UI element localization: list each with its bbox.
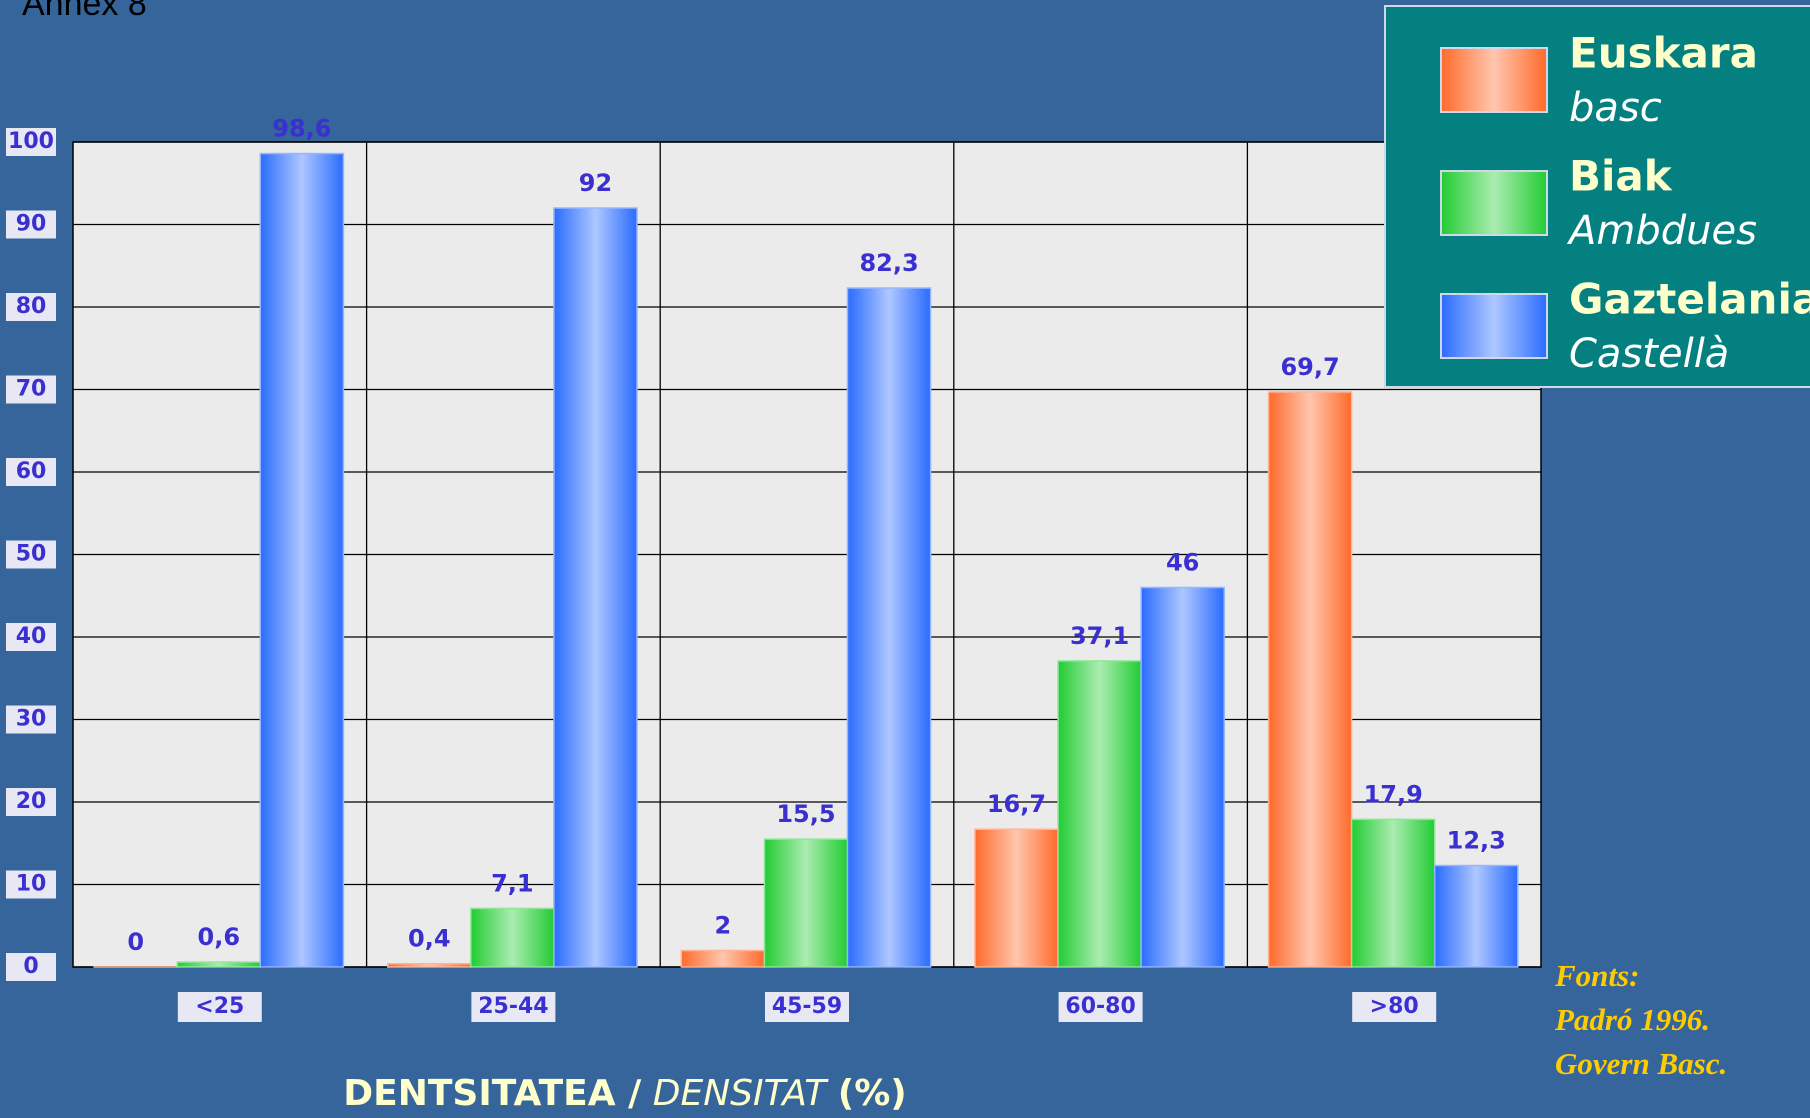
x-label-eu: DENTSITATEA / xyxy=(343,1073,642,1114)
y-tick-label: 90 xyxy=(16,212,47,237)
legend-sublabel: Ambdues xyxy=(1566,208,1757,254)
y-tick-label: 10 xyxy=(16,872,47,897)
y-tick-box xyxy=(6,540,56,569)
x-label-ca: DENSITAT xyxy=(653,1073,830,1114)
bar xyxy=(470,907,555,968)
value-label: 2 xyxy=(715,912,732,940)
legend-swatch xyxy=(1440,293,1548,359)
value-label: 17,9 xyxy=(1364,780,1423,808)
value-label: 0 xyxy=(127,928,144,956)
bar xyxy=(553,207,638,968)
value-label: 15,5 xyxy=(776,800,835,828)
bar xyxy=(1140,586,1225,968)
x-tick-label: 60-80 xyxy=(1065,994,1135,1019)
x-tick-label: 25-44 xyxy=(478,994,548,1019)
legend-sublabel: Castellà xyxy=(1569,331,1729,377)
y-tick-box xyxy=(6,623,56,651)
x-axis-label: DENTSITATEA / DENSITAT (%) xyxy=(343,1073,906,1114)
y-tick-label: 40 xyxy=(16,624,47,649)
y-tick-label: 50 xyxy=(16,542,47,567)
bar xyxy=(259,152,345,968)
value-label: 37,1 xyxy=(1070,622,1129,650)
value-label: 92 xyxy=(579,169,612,197)
legend-label: Gaztelania xyxy=(1569,275,1810,324)
y-tick-label: 70 xyxy=(16,377,47,402)
bar xyxy=(680,949,766,968)
y-tick-box xyxy=(6,788,56,816)
bar xyxy=(974,828,1059,968)
y-tick-label: 30 xyxy=(16,707,47,732)
legend-label: Biak xyxy=(1569,152,1673,201)
y-tick-box xyxy=(6,705,56,734)
x-tick-box xyxy=(177,992,262,1022)
bar xyxy=(1057,660,1142,968)
x-tick-label: 45-59 xyxy=(772,994,842,1019)
legend-label: Euskara xyxy=(1569,29,1758,78)
x-tick-label: >80 xyxy=(1370,994,1419,1019)
y-tick-label: 100 xyxy=(8,129,54,154)
x-tick-box xyxy=(471,992,556,1022)
source-note: Fonts: Padró 1996. Govern Basc. xyxy=(1554,958,1727,1081)
x-label-unit: (%) xyxy=(838,1073,907,1114)
y-tick-label: 0 xyxy=(23,954,38,979)
value-label: 98,6 xyxy=(272,115,331,143)
value-label: 82,3 xyxy=(859,249,918,277)
bar xyxy=(1267,391,1353,968)
bar xyxy=(763,838,849,968)
value-label: 69,7 xyxy=(1280,353,1339,381)
source-line: Fonts: xyxy=(1554,958,1639,993)
y-tick-label: 20 xyxy=(16,789,47,814)
y-tick-label: 60 xyxy=(16,459,47,484)
value-label: 0,6 xyxy=(198,923,241,951)
legend-swatch xyxy=(1440,47,1548,113)
bar xyxy=(846,287,932,968)
y-tick-box xyxy=(6,458,56,486)
legend-sublabel: basc xyxy=(1569,85,1662,131)
y-tick-box xyxy=(6,953,56,981)
bar xyxy=(386,962,472,968)
y-tick-box xyxy=(6,128,56,156)
y-tick-box xyxy=(6,210,56,239)
bar xyxy=(176,961,262,968)
legend-swatch xyxy=(1440,170,1548,236)
bar xyxy=(1350,818,1436,968)
y-tick-box xyxy=(6,375,56,404)
source-line: Govern Basc. xyxy=(1555,1046,1727,1081)
source-line: Padró 1996. xyxy=(1554,1002,1710,1037)
bar xyxy=(1433,864,1519,968)
chart-title: Annex 8 xyxy=(22,0,147,23)
x-tick-box xyxy=(1058,992,1143,1022)
x-tick-label: <25 xyxy=(195,994,244,1019)
y-tick-box xyxy=(6,293,56,321)
x-tick-box xyxy=(1352,992,1437,1022)
value-label: 0,4 xyxy=(408,925,451,953)
y-tick-box xyxy=(6,870,56,899)
y-tick-label: 80 xyxy=(16,294,47,319)
value-label: 12,3 xyxy=(1447,827,1506,855)
value-label: 16,7 xyxy=(987,790,1046,818)
x-tick-box xyxy=(765,992,849,1022)
value-label: 46 xyxy=(1166,549,1199,577)
value-label: 7,1 xyxy=(491,869,534,897)
